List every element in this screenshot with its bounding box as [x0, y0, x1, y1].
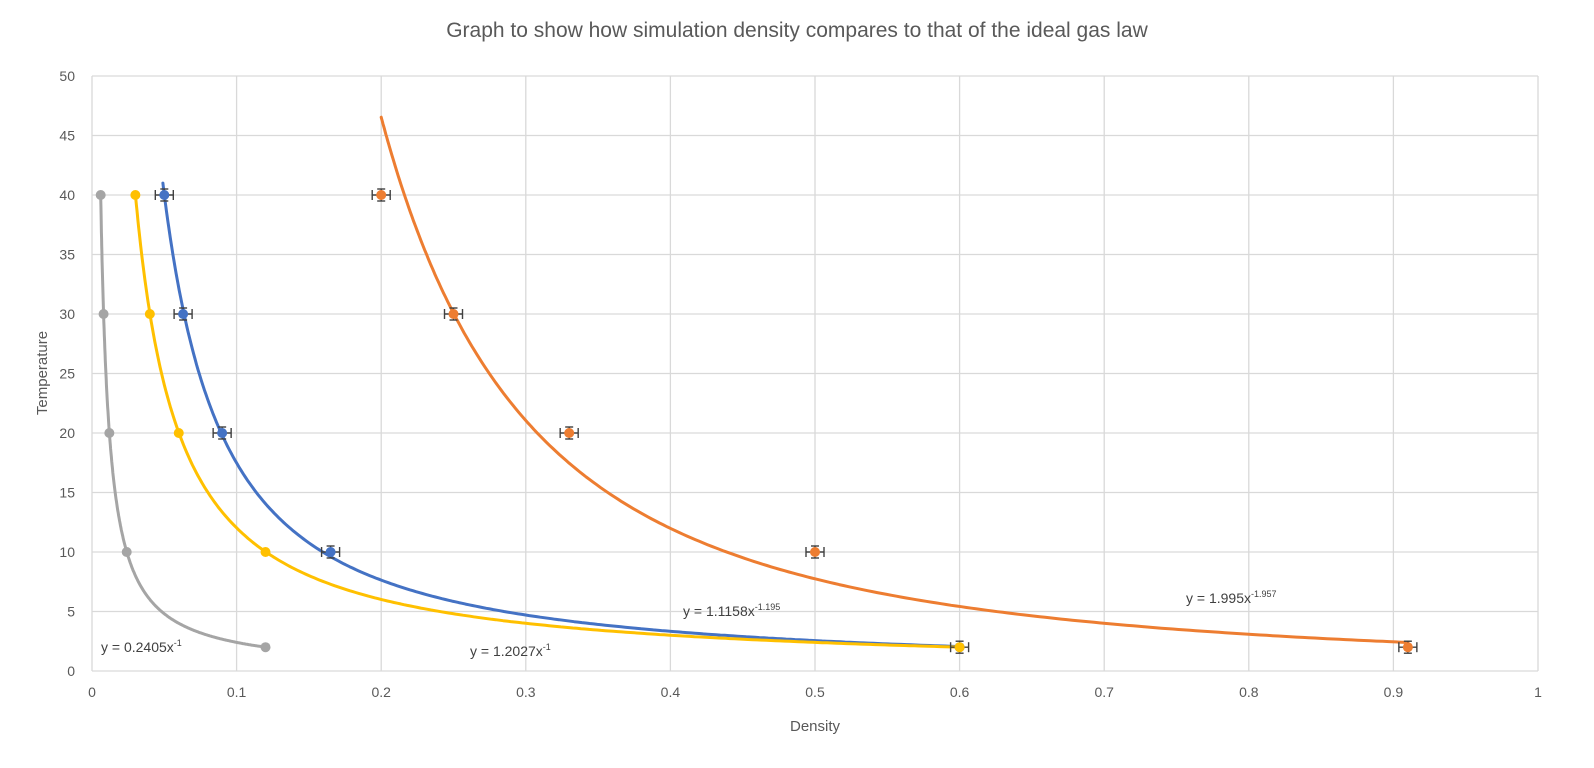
orange-data-point	[810, 547, 820, 557]
x-tick-label: 0.7	[1094, 684, 1114, 700]
yellow-data-point	[130, 190, 141, 200]
error-bars	[154, 188, 1418, 654]
y-tick-label: 10	[59, 544, 75, 560]
blue-data-point	[159, 190, 170, 200]
yellow-data-point	[260, 547, 271, 557]
gray-trendline-equation: y = 0.2405x-1	[101, 638, 182, 655]
chart-title: Graph to show how simulation density com…	[446, 19, 1148, 42]
blue-trendline-equation: y = 1.1158x-1.195	[683, 602, 780, 619]
y-tick-label: 30	[59, 306, 75, 322]
gray-trendline	[99, 192, 267, 649]
y-tick-label: 0	[67, 663, 75, 679]
data-points	[95, 190, 1413, 653]
x-tick-label: 0.9	[1384, 684, 1404, 700]
yellow-data-point	[144, 309, 155, 319]
x-tick-label: 0	[88, 684, 96, 700]
y-tick-label: 20	[59, 425, 75, 441]
orange-data-point	[1402, 642, 1413, 653]
y-tick-label: 40	[59, 187, 75, 203]
gray-data-point	[260, 642, 271, 653]
blue-trendline	[161, 181, 962, 649]
orange-trendline-equation: y = 1.995x-1.957	[1186, 589, 1277, 606]
y-tick-label: 35	[59, 247, 75, 263]
x-tick-label: 0.4	[661, 684, 681, 700]
gray-data-point	[98, 309, 109, 319]
x-tick-label: 1	[1534, 684, 1542, 700]
blue-data-point	[178, 309, 189, 319]
gridlines	[91, 75, 1539, 672]
yellow-data-point	[173, 428, 184, 438]
y-tick-label: 5	[67, 604, 75, 620]
y-tick-label: 15	[59, 485, 75, 501]
gray-data-point	[121, 547, 132, 557]
x-axis-label: Density	[790, 718, 841, 735]
x-tick-label: 0.6	[950, 684, 970, 700]
blue-data-point	[217, 428, 228, 438]
orange-data-point	[564, 428, 575, 438]
x-tick-label: 0.1	[227, 684, 247, 700]
x-tick-label: 0.3	[516, 684, 536, 700]
gray-data-point	[104, 428, 115, 438]
orange-data-point	[376, 190, 387, 200]
x-tick-label: 0.5	[805, 684, 825, 700]
yellow-data-point	[954, 642, 965, 653]
orange-data-point	[448, 309, 459, 319]
y-tick-label: 50	[59, 68, 75, 84]
trendlines	[99, 115, 1410, 649]
gray-data-point	[95, 190, 106, 200]
x-tick-labels: 0 0.1 0.2 0.3 0.4 0.5 0.6 0.7 0.8 0.9 1	[88, 684, 1542, 700]
yellow-trendline	[133, 192, 962, 649]
orange-trendline	[379, 115, 1410, 644]
y-axis-label: Temperature	[34, 331, 51, 415]
x-tick-label: 0.2	[371, 684, 391, 700]
trendline-equations: y = 1.995x-1.957 y = 1.1158x-1.195 y = 1.2…	[101, 589, 1277, 659]
blue-data-point	[325, 547, 336, 557]
yellow-trendline-equation: y = 1.2027x-1	[470, 642, 551, 659]
x-tick-label: 0.8	[1239, 684, 1259, 700]
y-tick-label: 25	[59, 366, 75, 382]
y-tick-label: 45	[59, 128, 75, 144]
y-tick-labels: 0 5 10 15 20 25 30 35 40 45 50	[59, 68, 75, 679]
